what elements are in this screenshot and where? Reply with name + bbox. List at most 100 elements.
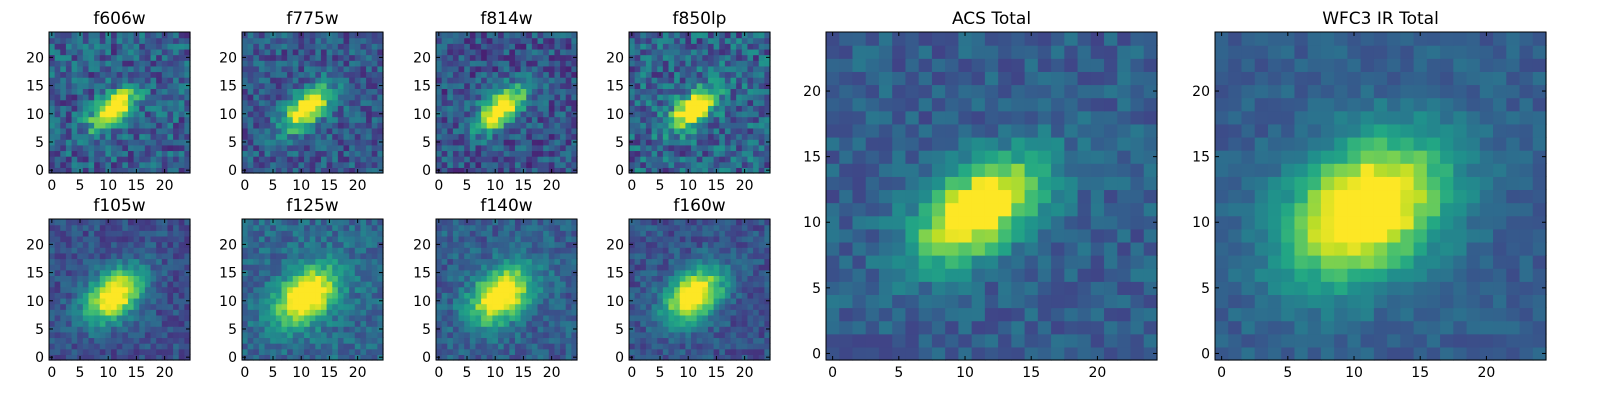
heatmap-cell xyxy=(49,286,56,293)
heatmap-cell xyxy=(167,167,174,174)
heatmap-cell xyxy=(326,343,333,350)
heatmap-cell xyxy=(287,219,294,226)
heatmap-cell xyxy=(730,156,737,163)
heatmap-cell xyxy=(634,65,641,73)
heatmap-cell xyxy=(707,94,715,101)
heatmap-cell xyxy=(60,224,67,231)
heatmap-cell xyxy=(514,156,522,163)
heatmap-cell xyxy=(264,54,271,61)
heatmap-cell xyxy=(747,94,754,101)
heatmap-cell xyxy=(270,303,277,310)
heatmap-cell xyxy=(264,297,271,305)
heatmap-cell xyxy=(514,219,522,226)
heatmap-cell xyxy=(724,65,732,73)
heatmap-cell xyxy=(713,99,720,106)
heatmap-cell xyxy=(685,43,692,50)
heatmap-cell xyxy=(492,297,499,305)
heatmap-cell xyxy=(475,77,482,84)
heatmap-cell xyxy=(161,139,169,146)
heatmap-cell xyxy=(292,32,299,39)
heatmap-cell xyxy=(292,122,299,129)
heatmap-cell xyxy=(377,122,384,129)
heatmap-cell xyxy=(679,167,686,174)
heatmap-cell xyxy=(441,48,448,56)
heatmap-cell xyxy=(452,122,460,129)
heatmap-cell xyxy=(270,37,277,44)
heatmap-cell xyxy=(366,252,373,260)
heatmap-cell xyxy=(441,247,448,254)
heatmap-cell xyxy=(287,133,294,140)
heatmap-cell xyxy=(167,110,174,118)
heatmap-cell xyxy=(304,309,311,316)
heatmap-cell xyxy=(668,150,675,157)
heatmap-cell xyxy=(247,37,254,44)
heatmap-cell xyxy=(332,230,339,237)
heatmap-cell xyxy=(71,167,78,174)
heatmap-cell xyxy=(144,156,152,163)
heatmap-cell xyxy=(54,264,61,271)
heatmap-cell xyxy=(537,314,544,322)
heatmap-cell xyxy=(127,88,135,95)
y-tick-label: 20 xyxy=(219,50,237,66)
heatmap-cell xyxy=(332,326,339,333)
heatmap-cell xyxy=(178,127,185,135)
heatmap-cell xyxy=(634,309,641,316)
heatmap-cell xyxy=(298,297,305,305)
heatmap-cell xyxy=(481,43,488,50)
heatmap-cell xyxy=(71,133,78,140)
heatmap-cell xyxy=(264,309,271,316)
heatmap-cell xyxy=(441,331,448,339)
heatmap-cell xyxy=(640,167,647,174)
heatmap-cell xyxy=(360,161,367,168)
heatmap-cell xyxy=(571,309,578,316)
heatmap-cell xyxy=(337,127,345,135)
heatmap-cell xyxy=(634,354,641,361)
heatmap-cell xyxy=(758,343,765,350)
heatmap-cell xyxy=(127,150,135,157)
heatmap-cell xyxy=(122,77,129,84)
heatmap-cell xyxy=(349,48,356,56)
heatmap-cell xyxy=(486,32,493,39)
heatmap-cell xyxy=(258,326,266,333)
heatmap-cell xyxy=(139,264,146,271)
heatmap-cell xyxy=(747,281,754,288)
heatmap-cell xyxy=(184,144,191,152)
heatmap-cell xyxy=(122,71,129,78)
heatmap-cell xyxy=(127,354,135,361)
heatmap-cell xyxy=(99,65,106,73)
heatmap-cell xyxy=(629,281,636,288)
heatmap-cell xyxy=(298,348,305,355)
heatmap-cell xyxy=(122,32,129,39)
heatmap-cell xyxy=(753,54,760,61)
heatmap-cell xyxy=(139,144,146,152)
heatmap-cell xyxy=(94,161,101,168)
heatmap-cell xyxy=(560,48,567,56)
heatmap-cell xyxy=(520,224,527,231)
heatmap-cell xyxy=(144,116,152,123)
heatmap-cell xyxy=(696,37,703,44)
heatmap-cell xyxy=(65,133,73,140)
heatmap-cell xyxy=(320,354,328,361)
heatmap-cell xyxy=(49,105,56,112)
heatmap-cell xyxy=(354,144,362,152)
heatmap-cell xyxy=(458,77,465,84)
heatmap-cell xyxy=(571,320,578,327)
heatmap-cell xyxy=(337,156,345,163)
heatmap-cell xyxy=(469,331,477,339)
heatmap-cell xyxy=(173,32,180,39)
x-tick-label: 20 xyxy=(543,365,561,381)
heatmap-cell xyxy=(99,354,106,361)
heatmap-cell xyxy=(253,32,260,39)
heatmap-cell xyxy=(651,286,658,293)
heatmap-cell xyxy=(560,60,567,67)
heatmap-cell xyxy=(253,116,260,123)
heatmap-cell xyxy=(247,320,254,327)
heatmap-cell xyxy=(685,309,692,316)
heatmap-cell xyxy=(264,88,271,95)
heatmap-cell xyxy=(719,65,726,73)
heatmap-cell xyxy=(475,354,482,361)
heatmap-cell xyxy=(275,252,283,260)
heatmap-cell xyxy=(753,326,760,333)
heatmap-cell xyxy=(492,326,499,333)
heatmap-cell xyxy=(719,32,726,39)
